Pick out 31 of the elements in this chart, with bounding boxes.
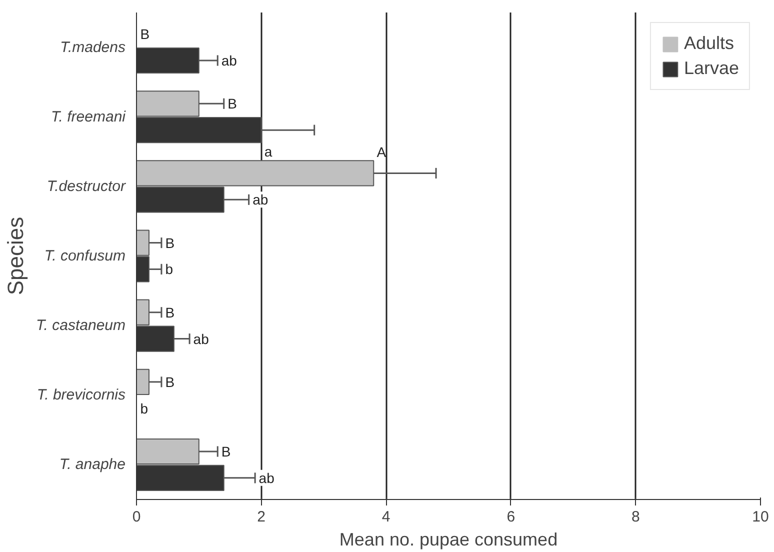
x-tick-label: 0 — [132, 508, 141, 526]
annotation: ab — [258, 470, 275, 486]
y-tick-label: T. freemani — [51, 108, 126, 126]
annotation: b — [140, 400, 148, 416]
x-axis-title: Mean no. pupae consumed — [339, 530, 558, 550]
x-tick-label: 6 — [506, 508, 516, 526]
x-tick-label: 2 — [257, 508, 266, 526]
annotation: b — [165, 261, 174, 278]
annotation: a — [264, 143, 272, 160]
annotation: A — [376, 144, 387, 160]
y-tick-label: T. anaphe — [59, 456, 126, 474]
y-tick-label: T.madens — [60, 38, 126, 56]
annotation: B — [228, 96, 237, 112]
annotation: ab — [221, 52, 238, 69]
y-tick-label: T.destructor — [46, 178, 127, 195]
annotation: B — [165, 304, 175, 320]
annotation: B — [165, 234, 175, 251]
annotation: B — [165, 374, 175, 390]
annotation: B — [221, 443, 231, 460]
x-tick-label: 10 — [752, 508, 769, 526]
annotation: ab — [252, 192, 268, 208]
annotation: B — [140, 26, 150, 42]
x-tick-label: 8 — [632, 508, 640, 526]
y-tick-label: T. castaneum — [36, 317, 126, 334]
y-axis-title: Species — [3, 216, 28, 296]
annotation: ab — [193, 330, 210, 347]
legend-label: Adults — [684, 33, 734, 54]
y-tick-label: T. brevicornis — [36, 386, 126, 404]
legend-label: Larvae — [684, 58, 739, 79]
x-tick-label: 4 — [382, 508, 390, 526]
y-tick-label: T. confusum — [44, 248, 126, 264]
